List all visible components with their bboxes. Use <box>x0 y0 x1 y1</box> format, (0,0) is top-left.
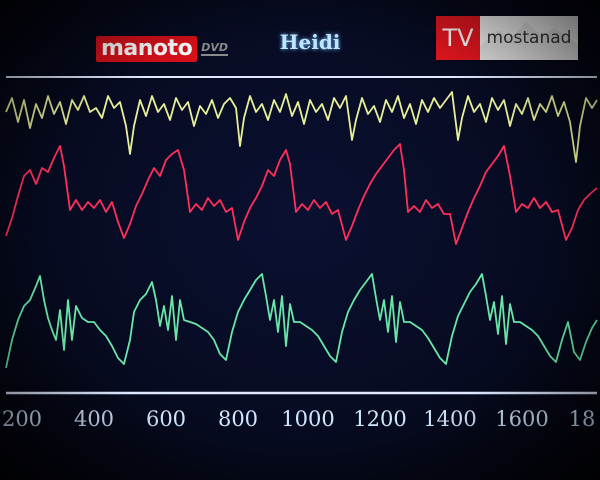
video-title: Heidi <box>279 30 341 54</box>
trace-yellow <box>5 91 598 163</box>
manoto-logo: manoto DVD <box>96 36 228 62</box>
manoto-wordmark: manoto <box>96 36 198 62</box>
mostanad-wordmark: mostanad <box>486 28 572 48</box>
tick-label-400: 400 <box>74 407 114 431</box>
tick-label-1400: 1400 <box>423 407 476 431</box>
tick-label-1200: 1200 <box>353 407 406 431</box>
tick-label-800: 800 <box>218 407 258 431</box>
tick-label-1000: 1000 <box>281 407 334 431</box>
trace-green <box>5 273 598 369</box>
tick-label-200: 200 <box>2 407 42 431</box>
tick-label-1600: 1600 <box>495 407 548 431</box>
mostanad-wordmark-box: mostanad <box>480 16 578 60</box>
tv-mostanad-logo: TV mostanad <box>436 16 578 60</box>
trace-red <box>5 143 598 245</box>
tv-badge: TV <box>436 16 480 60</box>
tick-label-600: 600 <box>146 407 186 431</box>
tick-label-18: 18 <box>569 407 596 431</box>
manoto-dvd-mark: DVD <box>201 41 228 56</box>
axis-tick-labels: 200 400 600 800 1000 1200 1400 1600 18 <box>2 407 595 431</box>
